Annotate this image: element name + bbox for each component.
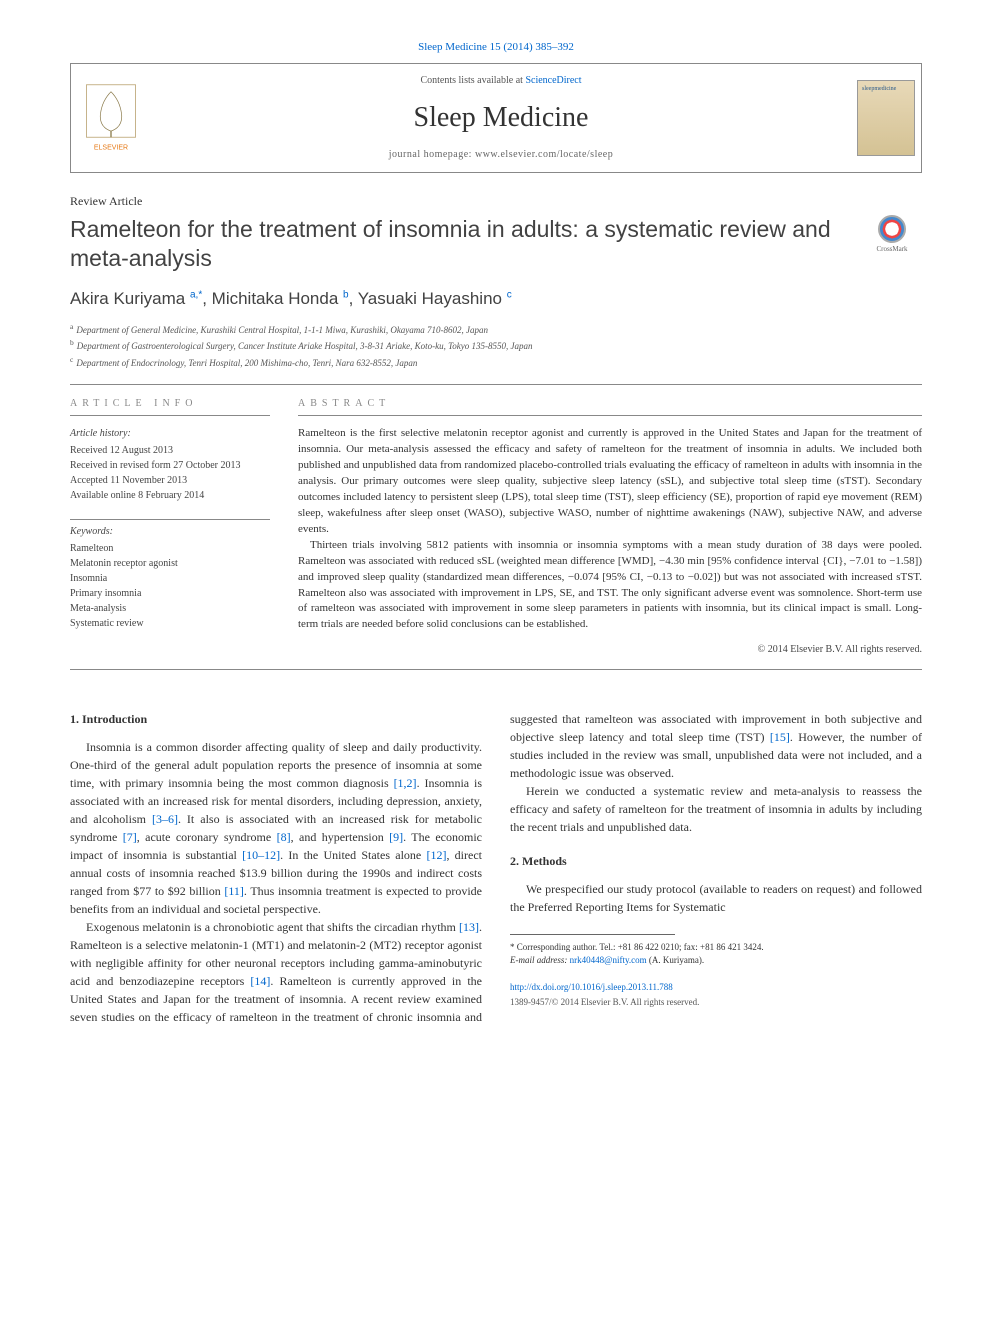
history-line: Received 12 August 2013	[70, 443, 270, 458]
author-affil-sup[interactable]: a,*	[190, 289, 202, 308]
crossmark-label: CrossMark	[876, 245, 907, 255]
abstract-copyright: © 2014 Elsevier B.V. All rights reserved…	[298, 643, 922, 657]
affiliations: aDepartment of General Medicine, Kurashi…	[70, 321, 922, 371]
divider	[70, 384, 922, 385]
homepage-url[interactable]: www.elsevier.com/locate/sleep	[475, 149, 613, 160]
article-history: Article history: Received 12 August 2013…	[70, 426, 270, 503]
header-center: Contents lists available at ScienceDirec…	[151, 64, 851, 171]
keywords-block: Keywords: RamelteonMelatonin receptor ag…	[70, 524, 270, 631]
contents-prefix: Contents lists available at	[420, 75, 525, 86]
journal-header: ELSEVIER Contents lists available at Sci…	[70, 63, 922, 172]
ref-link[interactable]: [12]	[426, 848, 446, 862]
article-type: Review Article	[70, 193, 922, 210]
methods-heading: 2. Methods	[510, 852, 922, 870]
intro-heading: 1. Introduction	[70, 710, 482, 728]
author-affil-sup[interactable]: c	[507, 289, 512, 308]
ref-link[interactable]: [15]	[770, 730, 790, 744]
journal-homepage: journal homepage: www.elsevier.com/locat…	[161, 148, 841, 162]
footnotes: * Corresponding author. Tel.: +81 86 422…	[510, 941, 922, 966]
ref-link[interactable]: [1,2]	[394, 776, 417, 790]
keyword: Melatonin receptor agonist	[70, 556, 270, 571]
article-info-heading: ARTICLE INFO	[70, 397, 270, 416]
history-label: Article history:	[70, 426, 270, 441]
ref-link[interactable]: [8]	[277, 830, 291, 844]
ref-link[interactable]: [7]	[123, 830, 137, 844]
keyword: Insomnia	[70, 571, 270, 586]
journal-name: Sleep Medicine	[161, 98, 841, 137]
citation[interactable]: Sleep Medicine 15 (2014) 385–392	[70, 40, 922, 55]
corresponding-author: * Corresponding author. Tel.: +81 86 422…	[510, 941, 922, 954]
methods-p1: We prespecified our study protocol (avai…	[510, 880, 922, 916]
sciencedirect-link[interactable]: ScienceDirect	[525, 75, 581, 86]
history-line: Accepted 11 November 2013	[70, 473, 270, 488]
contents-available: Contents lists available at ScienceDirec…	[161, 74, 841, 88]
affiliation-line: cDepartment of Endocrinology, Tenri Hosp…	[70, 354, 922, 371]
article-title: Ramelteon for the treatment of insomnia …	[70, 215, 850, 273]
elsevier-logo[interactable]: ELSEVIER	[71, 64, 151, 171]
abstract-text: Ramelteon is the first selective melaton…	[298, 426, 922, 633]
ref-link[interactable]: [11]	[224, 884, 244, 898]
intro-p1: Insomnia is a common disorder affecting …	[70, 738, 482, 918]
keywords-label: Keywords:	[70, 524, 270, 539]
svg-text:ELSEVIER: ELSEVIER	[94, 144, 128, 151]
email-line: E-mail address: nrk40448@nifty.com (A. K…	[510, 954, 922, 967]
ref-link[interactable]: [10–12]	[242, 848, 280, 862]
email-label: E-mail address:	[510, 955, 570, 965]
divider-lower	[70, 669, 922, 670]
body-text: 1. Introduction Insomnia is a common dis…	[70, 710, 922, 1026]
history-line: Received in revised form 27 October 2013	[70, 458, 270, 473]
email-link[interactable]: nrk40448@nifty.com	[570, 955, 647, 965]
ref-link[interactable]: [13]	[459, 920, 479, 934]
abstract-column: ABSTRACT Ramelteon is the first selectiv…	[298, 397, 922, 657]
ref-link[interactable]: [14]	[250, 974, 270, 988]
keyword-divider	[70, 519, 270, 520]
article-info-column: ARTICLE INFO Article history: Received 1…	[70, 397, 270, 657]
cover-image	[857, 80, 915, 156]
history-line: Available online 8 February 2014	[70, 488, 270, 503]
journal-cover-thumb[interactable]	[851, 64, 921, 171]
doi-link[interactable]: http://dx.doi.org/10.1016/j.sleep.2013.1…	[510, 981, 922, 995]
keyword: Systematic review	[70, 616, 270, 631]
intro-p3: Herein we conducted a systematic review …	[510, 782, 922, 836]
keyword: Primary insomnia	[70, 586, 270, 601]
email-suffix: (A. Kuriyama).	[647, 955, 704, 965]
homepage-prefix: journal homepage:	[389, 149, 475, 160]
ref-link[interactable]: [3–6]	[152, 812, 178, 826]
crossmark-badge[interactable]: CrossMark	[862, 215, 922, 255]
affiliation-line: aDepartment of General Medicine, Kurashi…	[70, 321, 922, 338]
abstract-heading: ABSTRACT	[298, 397, 922, 416]
ref-link[interactable]: [9]	[389, 830, 403, 844]
elsevier-tree-icon: ELSEVIER	[81, 83, 141, 153]
issn-copyright: 1389-9457/© 2014 Elsevier B.V. All right…	[510, 996, 922, 1010]
affiliation-line: bDepartment of Gastroenterological Surge…	[70, 337, 922, 354]
abstract-p1: Ramelteon is the first selective melaton…	[298, 426, 922, 538]
keyword: Ramelteon	[70, 541, 270, 556]
crossmark-icon	[878, 215, 906, 243]
footnote-separator	[510, 934, 675, 935]
keyword: Meta-analysis	[70, 601, 270, 616]
author-affil-sup[interactable]: b	[343, 289, 349, 308]
author-list: Akira Kuriyama a,*, Michitaka Honda b, Y…	[70, 287, 922, 311]
abstract-p2: Thirteen trials involving 5812 patients …	[298, 538, 922, 634]
